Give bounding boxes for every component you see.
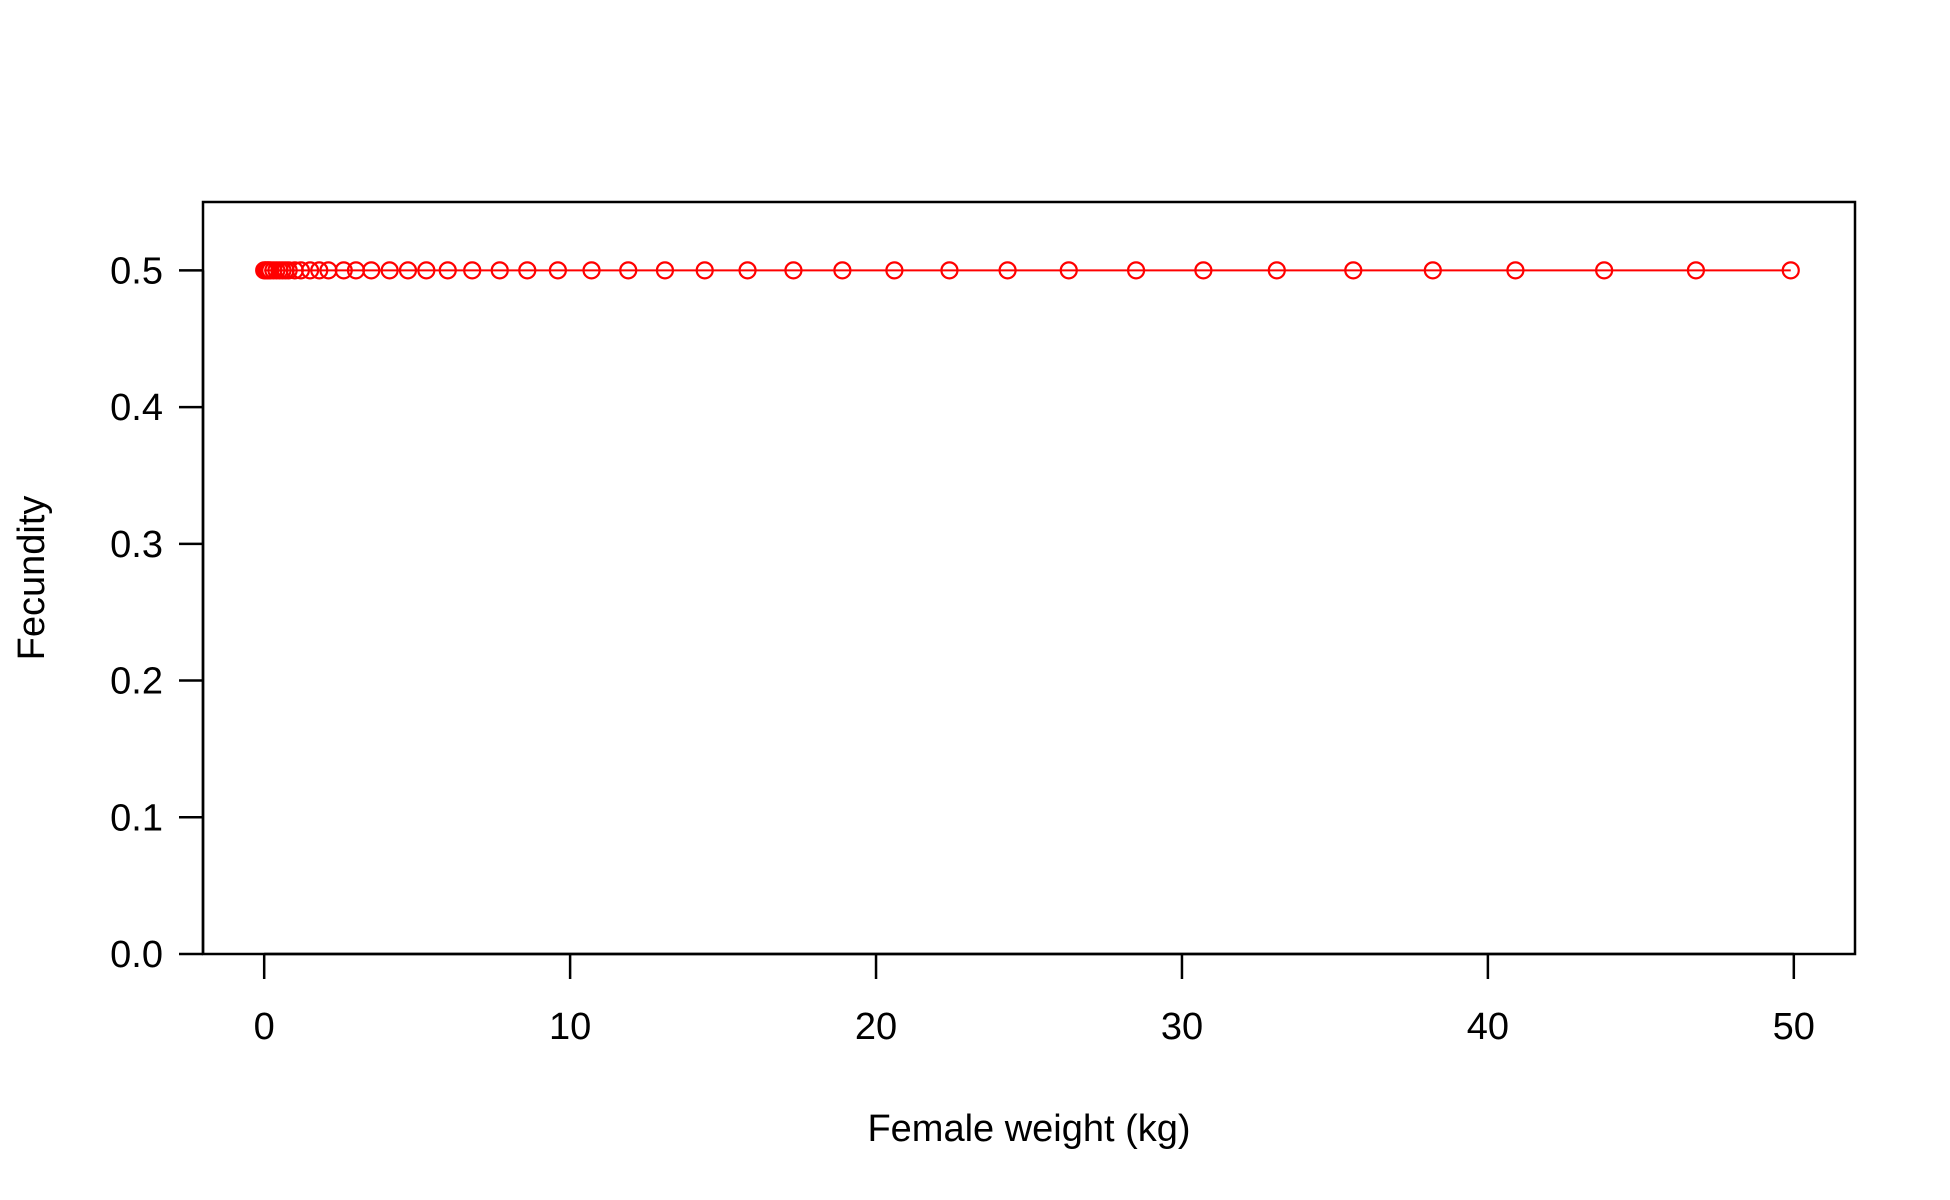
- data-point: [1126, 261, 1146, 280]
- data-point: [398, 261, 418, 280]
- data-point: [1595, 261, 1614, 280]
- y-tick-label: 0.3: [110, 524, 163, 566]
- data-point: [885, 261, 904, 280]
- data-point: [940, 261, 959, 280]
- data-point: [1267, 261, 1286, 280]
- x-tick-label: 10: [549, 1006, 591, 1048]
- data-point: [1344, 261, 1363, 280]
- data-point: [1423, 261, 1442, 280]
- data-point: [279, 261, 298, 280]
- data-point: [1059, 261, 1078, 280]
- data-point: [619, 261, 638, 280]
- data-point: [310, 261, 329, 280]
- x-tick-label: 40: [1467, 1006, 1509, 1048]
- data-point: [490, 261, 509, 280]
- x-tick-label: 30: [1161, 1006, 1203, 1048]
- plot-frame: [201, 200, 1857, 956]
- data-point: [655, 261, 675, 280]
- y-tick-label: 0.2: [110, 661, 163, 703]
- data-point: [548, 261, 567, 280]
- series-layer: [255, 261, 1800, 280]
- data-point: [438, 261, 457, 280]
- x-tick-label: 20: [855, 1006, 897, 1048]
- data-point: [463, 261, 482, 280]
- data-point: [582, 261, 601, 280]
- x-tick-label: 50: [1773, 1006, 1815, 1048]
- data-point: [362, 261, 381, 280]
- data-point: [1194, 261, 1213, 280]
- x-axis-title: Female weight (kg): [867, 1108, 1190, 1150]
- data-point: [695, 261, 714, 280]
- data-point: [833, 261, 852, 280]
- data-point: [380, 261, 399, 280]
- y-tick-label: 0.4: [110, 387, 163, 429]
- data-point: [518, 261, 537, 280]
- y-axis-title: Fecundity: [11, 496, 53, 661]
- data-point: [1506, 261, 1525, 280]
- data-point: [291, 261, 310, 280]
- data-point: [1686, 261, 1706, 280]
- y-tick-label: 0.5: [110, 250, 163, 292]
- x-axis: 0 10 20 30 40 50: [254, 952, 1815, 1048]
- y-tick-label: 0.0: [110, 934, 163, 976]
- data-point: [1781, 261, 1800, 280]
- y-tick-label: 0.1: [110, 797, 163, 839]
- data-point: [417, 261, 436, 280]
- x-tick-label: 0: [254, 1006, 275, 1048]
- data-point: [998, 261, 1017, 280]
- data-point: [738, 261, 757, 280]
- data-point: [300, 261, 320, 280]
- data-point: [784, 261, 803, 280]
- data-point: [334, 261, 353, 280]
